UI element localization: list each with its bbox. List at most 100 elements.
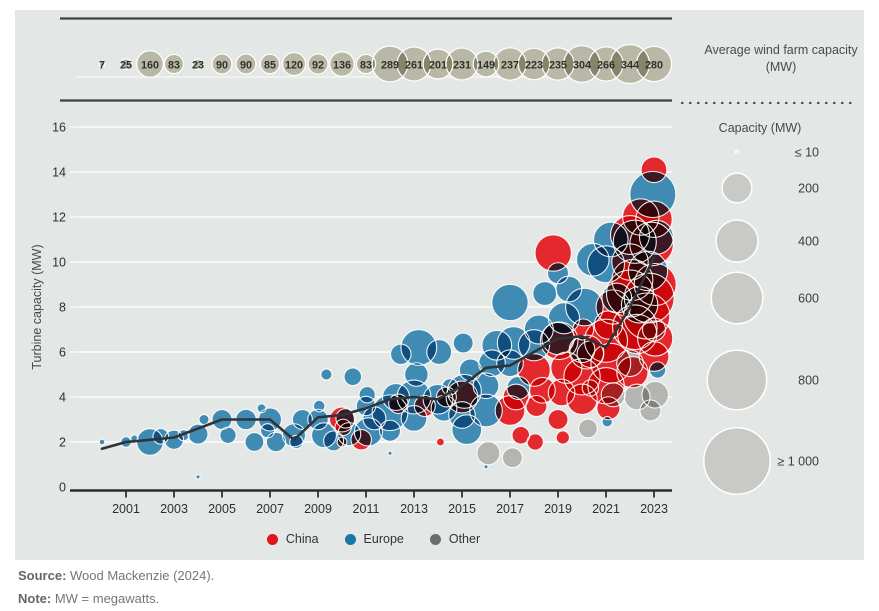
data-bubble-outline: [572, 318, 595, 341]
strip-bubble-outline: [609, 43, 651, 85]
strip-title: Average wind farm capacity (MW): [704, 43, 858, 74]
data-bubble-outline: [566, 383, 598, 416]
data-bubble-E: [219, 427, 237, 444]
data-bubble-E: [569, 336, 595, 363]
size-legend-circle: [710, 271, 764, 325]
strip-value-label: 90: [240, 60, 252, 72]
data-bubble-outline: [593, 310, 624, 340]
strip-bubble: [446, 48, 478, 80]
data-bubble-E: [649, 361, 666, 379]
size-legend-label: ≥ 1 000: [777, 455, 819, 469]
data-bubble-outline: [163, 429, 185, 450]
china-dot-icon: [266, 533, 278, 545]
data-bubble-outline: [289, 434, 304, 450]
data-bubble-O: [502, 447, 523, 468]
strip-bubble-outline: [211, 53, 233, 75]
strip-bubble: [307, 53, 329, 75]
strip-bubble: [282, 52, 306, 76]
strip-bubble-outline: [588, 46, 624, 82]
data-bubble-outline: [629, 170, 677, 219]
data-bubble-C: [512, 426, 530, 445]
data-bubble-outline: [435, 437, 445, 447]
data-bubble-outline: [362, 406, 387, 431]
y-tick-label: 4: [59, 391, 66, 405]
strip-value-label: 289: [381, 60, 399, 72]
data-bubble-outline: [404, 362, 429, 387]
strip-value-label: 261: [405, 60, 423, 72]
x-tick-label: 2005: [208, 502, 236, 516]
data-bubble-outline: [627, 250, 669, 292]
strip-bubble-outline: [235, 53, 257, 75]
strip-bubble: [164, 54, 184, 74]
data-bubble-E: [453, 333, 474, 353]
data-bubble-E: [524, 315, 554, 344]
strip-value-label: 237: [501, 60, 519, 72]
data-bubble-outline: [219, 426, 237, 444]
x-tick-label: 2011: [353, 502, 380, 516]
data-bubble-outline: [388, 393, 409, 414]
strip-value-labels: 7 25 160 83 23 90 90 85 120 92 136 83 289 261 201 231 14…: [99, 60, 663, 72]
data-bubble-outline: [244, 432, 265, 452]
strip-value-label: 7: [99, 60, 105, 72]
data-bubble-E: [483, 464, 489, 469]
data-bubble-O: [578, 419, 598, 438]
data-bubble-outline: [637, 320, 674, 357]
data-bubble-E: [99, 439, 105, 445]
data-bubble-O: [476, 441, 500, 465]
data-bubble-outline: [311, 422, 337, 449]
strip-bubble-outline: [635, 45, 673, 83]
strip-bubble-outline: [136, 50, 164, 78]
data-bubble-outline: [312, 399, 326, 413]
strip-bubble-outline: [307, 53, 329, 75]
data-bubble-E: [198, 414, 210, 425]
data-bubble-outline: [609, 214, 651, 256]
data-bubble-E: [506, 376, 530, 400]
legend-label-china: China: [285, 532, 319, 546]
y-axis-title: Turbine capacity (MW): [30, 244, 44, 370]
data-bubble-outline: [445, 380, 479, 414]
data-bubble-outline: [152, 428, 170, 445]
y-tick-label: 6: [59, 346, 66, 360]
data-bubble-outline: [581, 379, 600, 397]
x-tick-label: 2015: [448, 502, 476, 516]
size-legend-title: Capacity (MW): [718, 121, 802, 135]
strip-bubble: [636, 46, 672, 82]
data-bubble-outline: [260, 423, 276, 439]
data-bubble-outline: [98, 438, 106, 446]
data-bubble-outline: [623, 272, 675, 324]
strip-bubble: [212, 54, 232, 74]
strip-value-label: 231: [453, 60, 471, 72]
footer: Source: Wood Mackenzie (2024). Note: MW …: [18, 564, 214, 610]
data-bubble-outline: [612, 219, 657, 264]
x-tick-label: 2013: [400, 502, 428, 516]
size-legend-label: ≤ 10: [795, 146, 819, 160]
data-bubble-outline: [592, 221, 629, 258]
size-legend-circle: [703, 427, 771, 495]
data-bubble-outline: [323, 430, 345, 452]
strip-value-label: 90: [216, 60, 228, 72]
strip-value-label: 23: [192, 60, 204, 72]
size-legend-label: 400: [798, 235, 819, 249]
x-tick-label: 2017: [496, 502, 524, 516]
x-tick-label: 2019: [544, 502, 572, 516]
strip-value-label: 25: [120, 60, 132, 72]
data-bubble-C: [436, 438, 445, 446]
data-bubble-outline: [550, 351, 583, 384]
strip-value-label: 223: [525, 60, 543, 72]
data-bubble-E: [387, 451, 393, 456]
strip-bubble: [192, 58, 204, 70]
data-bubble-E: [532, 281, 557, 306]
legend-label-europe: Europe: [363, 532, 404, 546]
data-bubble-outline: [350, 428, 372, 451]
other-dot-icon: [429, 533, 441, 545]
data-bubble-outline: [638, 219, 674, 255]
data-bubble-outline: [617, 313, 658, 355]
strip-bubble-outline: [98, 60, 106, 68]
strip-bubble-outline: [259, 53, 281, 75]
data-bubble-C: [582, 379, 599, 397]
data-bubble-outline: [639, 399, 662, 422]
data-bubble-outline: [648, 361, 667, 379]
data-bubble-C: [350, 429, 372, 450]
